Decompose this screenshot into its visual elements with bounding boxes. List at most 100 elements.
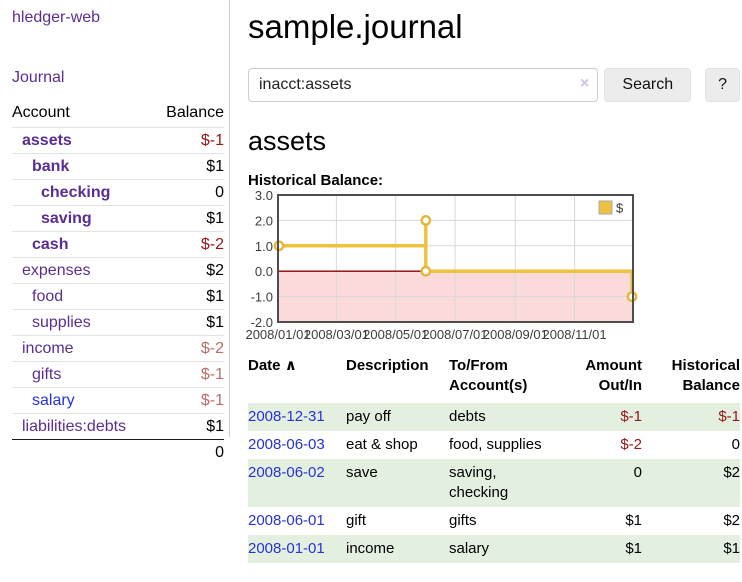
account-row: gifts $-1 — [12, 361, 224, 388]
sort-ascending-icon: ∧ — [284, 357, 297, 374]
historical-balance-chart[interactable]: $ 3.0 2.0 1.0 0.0 -1.0 -2.0 2008/01/01 2… — [245, 188, 642, 347]
transaction-balance: $1 — [723, 540, 740, 557]
account-balance: $1 — [152, 153, 224, 180]
transaction-date-link[interactable]: 2008-06-01 — [248, 512, 325, 529]
account-balance: $-1 — [152, 361, 224, 388]
transaction-date-link[interactable]: 2008-06-03 — [248, 436, 325, 453]
sidebar: hledger-web Journal Account Balance asse… — [0, 0, 230, 465]
vertical-gridlines — [335, 196, 576, 321]
register-header-amount: Amount Out/In — [585, 357, 642, 394]
account-row: checking 0 — [12, 179, 224, 206]
transaction-amount: $1 — [625, 512, 642, 529]
transaction-row: 2008-06-02 save saving, checking 0 $2 — [248, 459, 740, 507]
register-header-row: Date ∧ Description To/From Account(s) Am… — [248, 356, 740, 403]
svg-text:2.0: 2.0 — [255, 213, 273, 228]
transaction-description: pay off — [346, 408, 391, 425]
svg-text:1.0: 1.0 — [255, 239, 273, 254]
register-header-description: Description — [346, 357, 429, 374]
svg-text:-2.0: -2.0 — [251, 315, 273, 330]
account-link-assets[interactable]: assets — [22, 132, 72, 149]
transaction-accounts: saving, checking — [449, 464, 509, 501]
search-button[interactable]: Search — [604, 68, 692, 102]
account-balance: $1 — [152, 205, 224, 232]
account-balance: $2 — [152, 257, 224, 284]
chart-plot-border — [277, 194, 634, 323]
account-link-income[interactable]: income — [22, 340, 74, 357]
transaction-description: eat & shop — [346, 436, 418, 453]
transaction-accounts: gifts — [449, 512, 477, 529]
accounts-header-account: Account — [12, 104, 70, 121]
transaction-balance: 0 — [731, 436, 740, 453]
search-input[interactable] — [248, 68, 599, 102]
svg-text:2008/03/01: 2008/03/01 — [304, 327, 369, 342]
transaction-accounts: salary — [449, 540, 490, 557]
account-row: saving $1 — [12, 205, 224, 232]
svg-text:-1.0: -1.0 — [251, 290, 273, 305]
app-title-link[interactable]: hledger-web — [12, 9, 101, 26]
svg-text:3.0: 3.0 — [255, 188, 273, 203]
transaction-row: 2008-12-31 pay off debts $-1 $-1 — [248, 403, 740, 431]
register-header-accounts: To/From Account(s) — [449, 357, 528, 394]
transaction-date-link[interactable]: 2008-06-02 — [248, 464, 325, 481]
transaction-description: income — [346, 540, 395, 557]
accounts-header-balance: Balance — [166, 104, 224, 121]
transaction-row: 2008-06-03 eat & shop food, supplies $-2… — [248, 431, 740, 459]
transaction-balance: $-1 — [718, 408, 740, 425]
register-header-balance: Historical Balance — [671, 357, 740, 394]
account-balance: $-1 — [152, 387, 224, 414]
clear-search-icon[interactable]: × — [580, 75, 590, 92]
sidebar-item-journal[interactable]: Journal — [12, 69, 65, 86]
transaction-description: gift — [346, 512, 367, 529]
svg-text:0.0: 0.0 — [255, 264, 273, 279]
svg-text:2008/07/01: 2008/07/01 — [422, 327, 487, 342]
chart-legend: $ — [598, 200, 624, 216]
register-header-date[interactable]: Date ∧ — [248, 357, 297, 374]
svg-text:2008/09/01: 2008/09/01 — [483, 327, 548, 342]
account-row: supplies $1 — [12, 309, 224, 336]
account-link-gifts[interactable]: gifts — [32, 366, 62, 383]
data-point-2008-06-03 — [420, 265, 432, 277]
account-balance: $1 — [152, 283, 224, 310]
search-form: × Search ? — [248, 68, 740, 102]
account-balance: $1 — [152, 309, 224, 336]
search-box: × — [248, 68, 599, 102]
svg-text:2008/05/01: 2008/05/01 — [363, 327, 428, 342]
account-link-food[interactable]: food — [32, 288, 64, 305]
account-row: food $1 — [12, 283, 224, 310]
help-button[interactable]: ? — [705, 68, 740, 102]
account-heading: assets — [248, 126, 327, 156]
account-link-salary[interactable]: salary — [32, 392, 75, 409]
transaction-row: 2008-06-01 gift gifts $1 $2 — [248, 507, 740, 535]
account-row: salary $-1 — [12, 387, 224, 414]
account-link-liabilities-debts[interactable]: liabilities:debts — [22, 418, 127, 435]
chart-title: Historical Balance: — [248, 172, 384, 189]
transaction-date-link[interactable]: 2008-01-01 — [248, 540, 325, 557]
account-link-cash[interactable]: cash — [32, 236, 69, 253]
account-link-bank[interactable]: bank — [32, 158, 70, 175]
account-balance: $-2 — [152, 335, 224, 362]
account-row: expenses $2 — [12, 257, 224, 284]
transaction-amount: $-2 — [620, 436, 642, 453]
account-row: income $-2 — [12, 335, 224, 362]
x-axis-labels: 2008/01/01 2008/03/01 2008/05/01 2008/07… — [245, 327, 606, 342]
transaction-balance: $2 — [723, 464, 740, 481]
account-link-saving[interactable]: saving — [41, 210, 92, 227]
svg-text:2008/01/01: 2008/01/01 — [245, 327, 310, 342]
transaction-amount: $1 — [625, 540, 642, 557]
data-point-2008-06-01 — [420, 215, 432, 226]
register-table: Date ∧ Description To/From Account(s) Am… — [248, 356, 740, 563]
accounts-total-balance: 0 — [152, 439, 224, 465]
account-link-supplies[interactable]: supplies — [32, 314, 91, 331]
transaction-accounts: food, supplies — [449, 436, 542, 453]
transaction-date-link[interactable]: 2008-12-31 — [248, 408, 325, 425]
account-balance: $-2 — [152, 231, 224, 258]
legend-label: $ — [616, 201, 624, 216]
transaction-amount: 0 — [633, 464, 642, 481]
transaction-description: save — [346, 464, 378, 481]
transaction-amount: $-1 — [620, 408, 642, 425]
account-link-expenses[interactable]: expenses — [22, 262, 91, 279]
account-link-checking[interactable]: checking — [41, 184, 111, 201]
svg-text:2008/11/01: 2008/11/01 — [543, 327, 607, 342]
transaction-accounts: debts — [449, 408, 486, 425]
accounts-header-row: Account Balance — [12, 100, 224, 128]
